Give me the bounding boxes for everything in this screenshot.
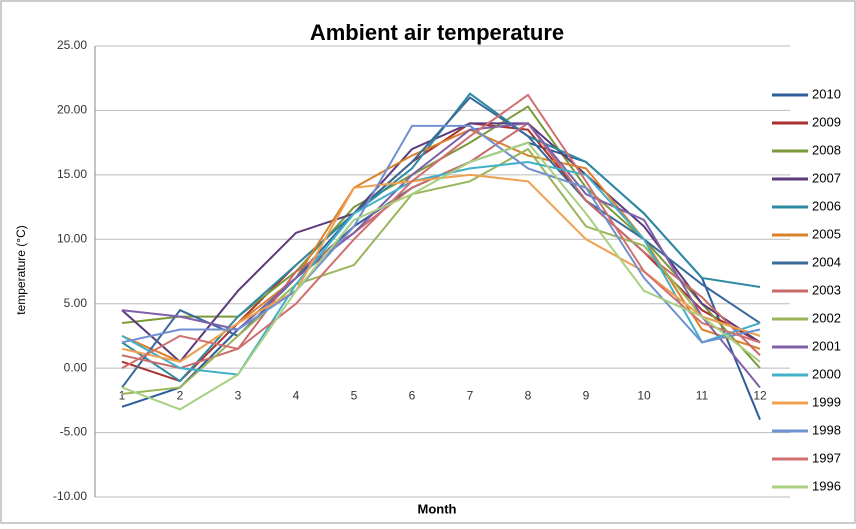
series-line: [121, 96, 761, 389]
y-tick-label: 15.00: [57, 167, 87, 181]
series-line: [121, 93, 761, 370]
series-line: [121, 122, 761, 364]
x-tick-label: 7: [467, 388, 474, 402]
series-line: [121, 160, 761, 376]
x-tick-label: 1: [119, 388, 126, 402]
x-tick-label: 2: [177, 388, 184, 402]
chart-title: Ambient air temperature: [310, 20, 564, 45]
y-tick-label: -10.00: [53, 489, 87, 503]
y-tick-label: 0.00: [64, 360, 88, 374]
legend-label: 1999: [812, 394, 841, 409]
series-line: [121, 124, 761, 344]
legend-label: 2003: [812, 282, 841, 297]
legend-label: 2005: [812, 226, 841, 241]
x-tick-label: 11: [696, 388, 709, 402]
legend-label: 2007: [812, 170, 841, 185]
y-tick-label: 5.00: [64, 296, 88, 310]
legend-label: 2004: [812, 254, 841, 269]
legend-label: 2002: [812, 310, 841, 325]
x-tick-label: 4: [293, 388, 300, 402]
legend-label: 1996: [812, 478, 841, 493]
x-tick-label: 3: [235, 388, 242, 402]
legend-label: 2000: [812, 366, 841, 381]
legend-label: 2008: [812, 142, 841, 157]
legend-label: 2006: [812, 198, 841, 213]
series-line: [121, 141, 761, 411]
y-tick-label: -5.00: [60, 425, 88, 439]
x-tick-label: 8: [525, 388, 532, 402]
y-tick-label: 25.00: [57, 38, 87, 52]
y-tick-label: 10.00: [57, 231, 87, 245]
x-tick-label: 10: [637, 388, 651, 402]
legend-label: 2010: [812, 86, 841, 101]
legend-label: 2009: [812, 114, 841, 129]
y-axis-label: temperature (°C): [14, 225, 28, 315]
x-tick-label: 9: [583, 388, 590, 402]
x-tick-label: 5: [351, 388, 358, 402]
x-tick-label: 12: [753, 388, 767, 402]
x-tick-label: 6: [409, 388, 416, 402]
legend-label: 2001: [812, 338, 841, 353]
x-axis-label: Month: [418, 501, 457, 516]
series-line: [121, 122, 761, 389]
legend-label: 1998: [812, 422, 841, 437]
legend-label: 1997: [812, 450, 841, 465]
y-tick-label: 20.00: [57, 103, 87, 117]
